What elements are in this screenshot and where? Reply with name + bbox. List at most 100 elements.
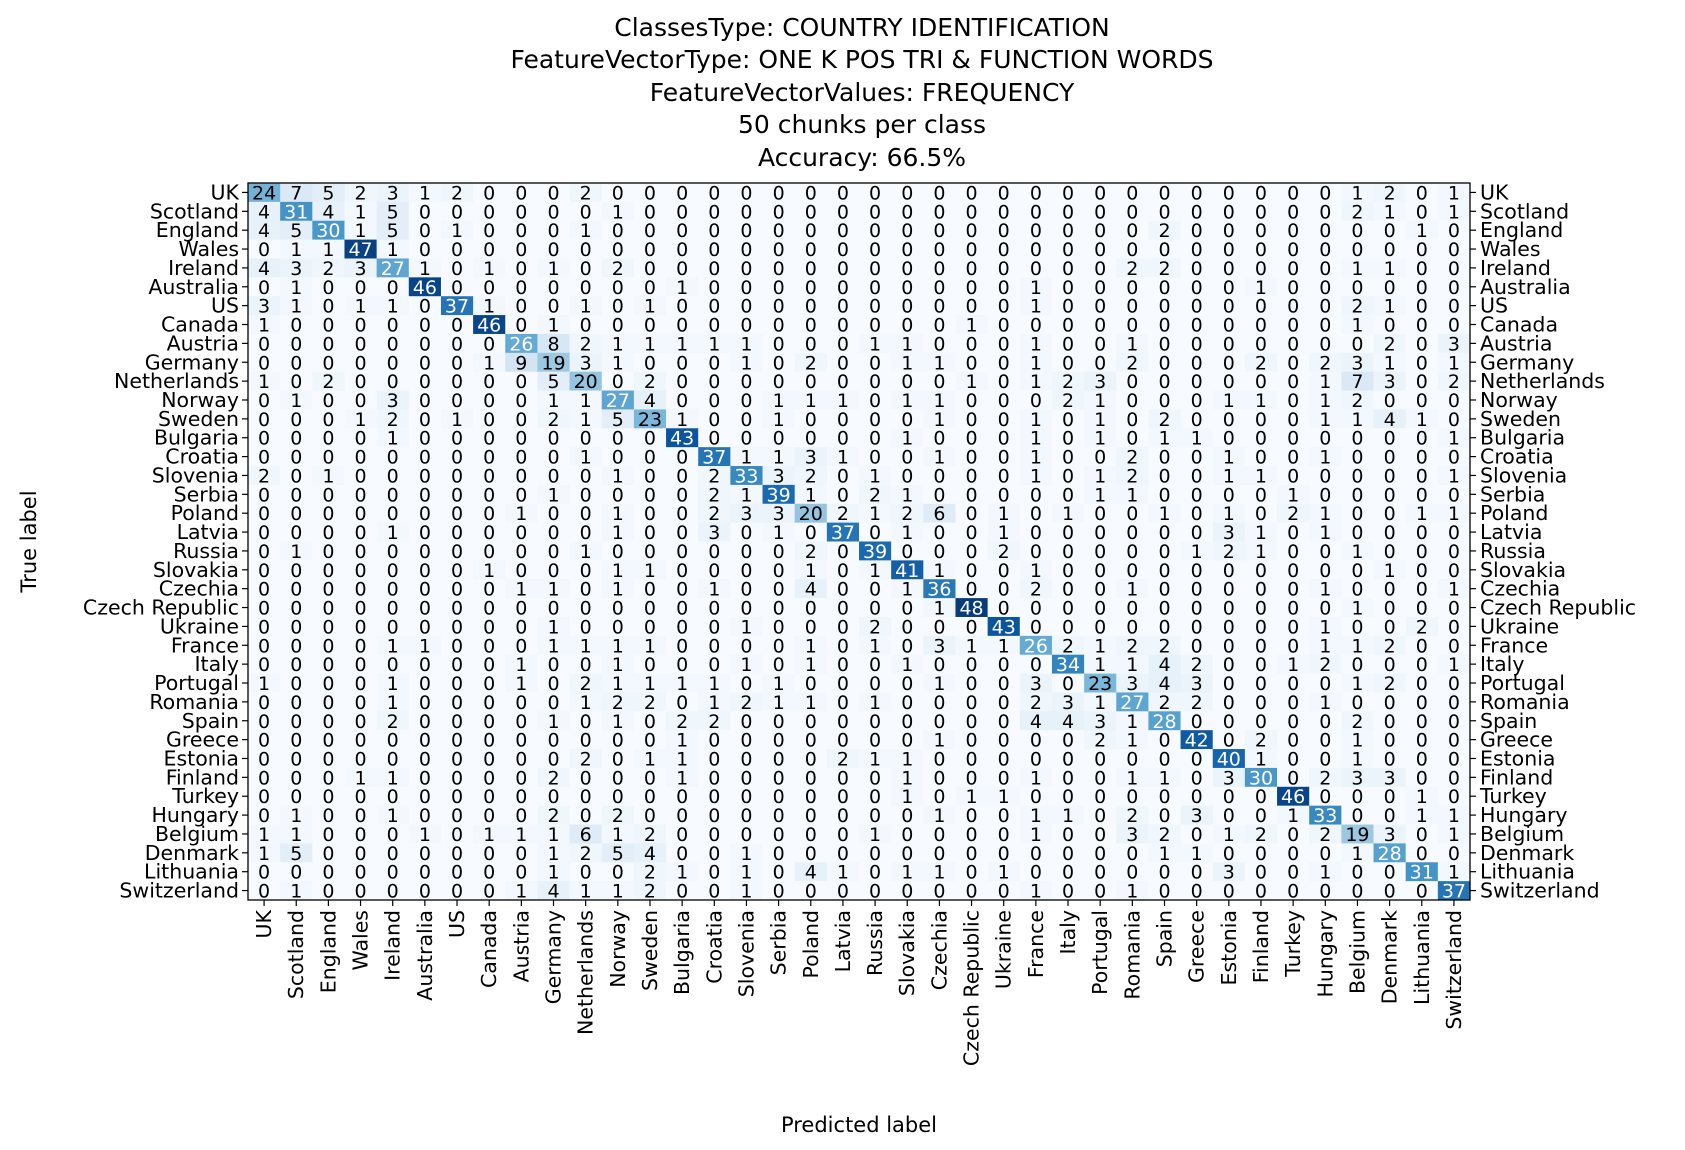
matrix-cell [923,805,956,825]
matrix-cell [473,560,506,580]
matrix-cell [505,296,538,316]
matrix-cell [987,258,1021,278]
matrix-cell [666,560,699,580]
cell-value: 0 [258,881,270,903]
matrix-cell [1309,598,1342,618]
matrix-cell [826,522,860,542]
matrix-cell [762,409,796,429]
matrix-cell [1019,333,1053,354]
matrix-cell [1373,616,1407,637]
y-tick-labels-right: UKScotlandEnglandWalesIrelandAustraliaUS… [1470,180,1636,903]
matrix-cell [344,239,378,259]
matrix-cell [1373,428,1407,448]
matrix-cell [1244,315,1278,335]
matrix-cell [1116,239,1149,259]
matrix-cell [312,616,345,637]
cell-value: 1 [740,881,752,903]
matrix-cell [537,333,570,354]
matrix-cell [1405,824,1439,844]
matrix-cell [473,598,506,618]
matrix-cell [1084,598,1117,618]
matrix-cell [1212,484,1246,505]
matrix-cell [762,447,796,467]
matrix-cell [280,371,313,391]
matrix-cell [569,654,603,674]
matrix-cell [601,560,635,580]
x-tick-label: Czechia [927,910,951,990]
cell-value: 24 [252,182,276,204]
matrix-cell [1212,786,1246,807]
matrix-cell [601,541,635,561]
matrix-cell [762,503,796,524]
matrix-cell [1019,692,1053,712]
matrix-cell [762,598,796,618]
matrix-cell [859,730,892,750]
matrix-cell [923,579,956,599]
matrix-cell [408,692,442,712]
matrix-cell [537,183,570,203]
matrix-cell [666,220,699,241]
matrix-cell [1405,805,1439,825]
matrix-cell [891,277,924,297]
matrix-cell [987,786,1021,807]
matrix-cell [730,503,763,524]
matrix-cell [473,616,506,637]
matrix-cell [1277,579,1310,599]
matrix-cell [408,220,442,241]
matrix-cell [730,333,763,354]
matrix-cell [923,239,956,259]
matrix-cell [1084,315,1117,335]
matrix-cell [923,390,956,410]
matrix-cell [1244,711,1278,731]
matrix-cell [601,258,635,278]
matrix-cell [376,711,410,731]
matrix-cell [1309,541,1342,561]
matrix-cell [987,522,1021,542]
matrix-cell [794,466,828,486]
matrix-cell [537,711,570,731]
matrix-cell [344,183,378,203]
matrix-cell [1212,805,1246,825]
matrix-cell [1180,711,1214,731]
matrix-cell [344,258,378,278]
matrix-cell [1405,371,1439,391]
matrix-cell [1180,239,1214,259]
matrix-cell [826,881,860,901]
matrix-cell [408,484,442,505]
matrix-cell [859,560,892,580]
matrix-cell [344,805,378,825]
matrix-cell [376,692,410,712]
matrix-cell [376,466,410,486]
matrix-cell [987,560,1021,580]
matrix-cell [1019,730,1053,750]
matrix-cell [601,824,635,844]
matrix-cell [794,749,828,769]
matrix-cell [1116,786,1149,807]
matrix-cell [794,843,828,863]
matrix-cell [280,522,313,542]
matrix-cell [1051,824,1085,844]
matrix-cell [280,749,313,769]
matrix-cell [1373,447,1407,467]
matrix-cell [1019,352,1053,373]
matrix-cell [344,447,378,467]
matrix-cell [1084,258,1117,278]
matrix-cell [569,767,603,788]
matrix-cell [1084,541,1117,561]
matrix-cell [408,654,442,674]
matrix-cell [987,277,1021,297]
matrix-cell [376,635,410,656]
matrix-cell [730,805,763,825]
matrix-cell [1277,843,1310,863]
matrix-cell [248,390,281,410]
matrix-cell [923,352,956,373]
matrix-cell [473,277,506,297]
matrix-cell [569,220,603,241]
matrix-cell [376,786,410,807]
matrix-cell [1180,673,1214,693]
matrix-cell [569,484,603,505]
matrix-cell [730,258,763,278]
matrix-cell [408,503,442,524]
matrix-cell [666,541,699,561]
matrix-cell [1277,352,1310,373]
